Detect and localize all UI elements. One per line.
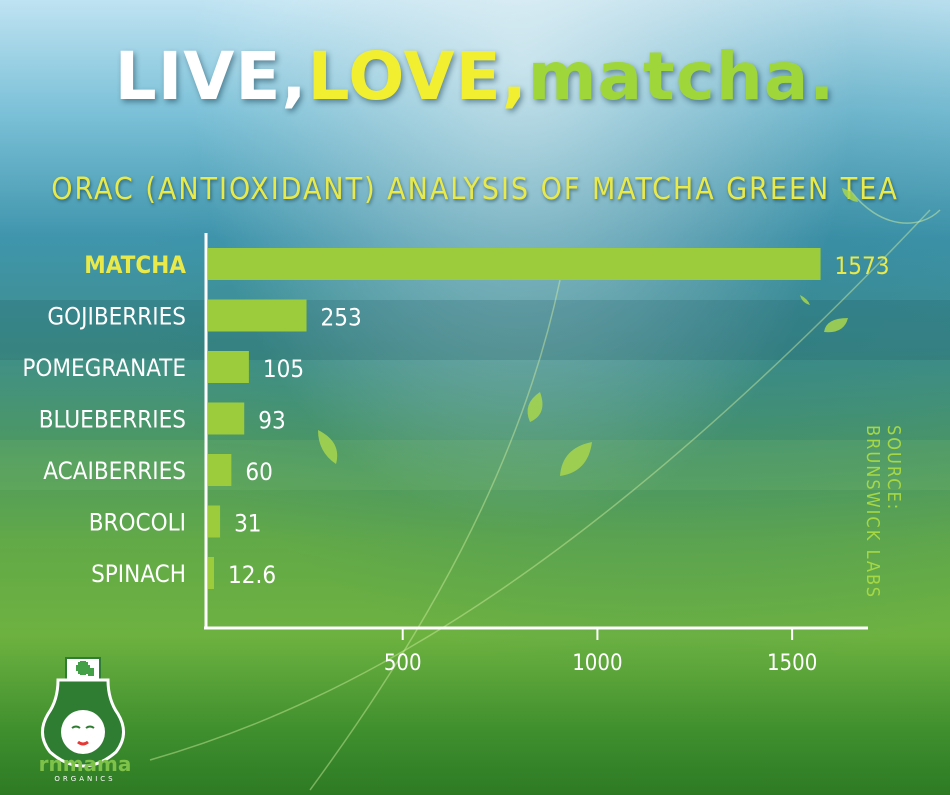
rnmama-logo [41,657,125,768]
value-label: 31 [234,510,261,538]
logo-tagline: ORGANICS [54,775,116,783]
leaf-icon [842,188,858,202]
x-tick-label: 1500 [767,651,817,676]
bar [208,402,245,435]
bar [208,248,821,280]
logo-name: rnmama [38,752,132,776]
value-label: 60 [245,458,272,486]
background-band [0,300,950,360]
headline: LIVE,LOVE,matcha. [0,38,950,115]
source-note: SOURCE: BRUNSWICK LABS [862,425,904,600]
bar [208,299,307,332]
value-label: 1573 [835,252,890,280]
bar [208,351,249,383]
category-label: BLUEBERRIES [39,406,186,434]
bar [208,557,214,589]
x-tick-label: 1000 [572,651,622,676]
bar [208,454,232,486]
chart-title: ORAC (ANTIOXIDANT) ANALYSIS OF MATCHA GR… [51,172,899,207]
headline-matcha: matcha. [527,38,836,115]
decorative-vine [309,279,561,791]
value-label: 93 [258,407,285,435]
leaf-icon [560,442,592,476]
headline-love: LOVE, [307,38,528,115]
headline-live: LIVE, [114,38,308,115]
category-label: ACAIBERRIES [43,457,186,485]
category-label: GOJIBERRIES [47,303,186,331]
category-label: BROCOLI [89,509,186,537]
decorative-vine [849,189,941,224]
category-label: SPINACH [91,560,186,588]
decorative-vine [149,209,931,761]
leaf-icon [527,392,543,422]
leaf-icon [318,430,338,464]
background-band [0,440,950,490]
value-label: 12.6 [228,561,276,589]
x-tick-label: 500 [384,651,422,676]
value-label: 105 [263,355,304,383]
leaf-icon [800,295,810,305]
leaf-icon [824,318,848,333]
category-label: POMEGRANATE [22,354,186,382]
category-label: MATCHA [84,251,186,279]
value-label: 253 [321,304,362,332]
bar [208,505,221,538]
